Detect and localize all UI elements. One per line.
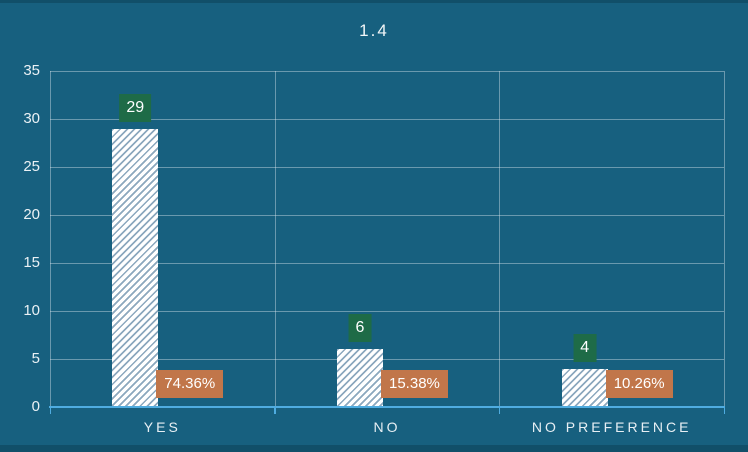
- gridline: [50, 167, 724, 168]
- gridline: [724, 71, 725, 407]
- y-axis-tick-label: 0: [31, 398, 40, 415]
- y-axis-tick-label: 15: [23, 254, 40, 271]
- x-axis-tick: [274, 408, 276, 414]
- chart-title: 1.4: [359, 21, 389, 40]
- top-border-strip: [0, 0, 748, 3]
- value-label: 29: [119, 93, 152, 122]
- x-axis-tick: [723, 408, 725, 414]
- y-axis-tick-label: 20: [23, 206, 40, 223]
- gridline: [50, 119, 724, 120]
- gridline: [50, 359, 724, 360]
- percent-label: 74.36%: [156, 370, 224, 398]
- gridline: [274, 71, 276, 407]
- bottom-border-strip: [0, 445, 748, 452]
- gridline: [50, 215, 724, 216]
- value-label: 6: [348, 314, 372, 343]
- gridline: [50, 263, 724, 264]
- x-axis-tick: [49, 408, 51, 414]
- x-axis-line: [49, 406, 725, 408]
- percent-label: 15.38%: [381, 370, 448, 398]
- gridline: [50, 311, 724, 312]
- y-axis-tick-label: 30: [23, 110, 40, 127]
- y-axis-line: [50, 71, 51, 407]
- bar-yes: [112, 128, 159, 407]
- x-axis-category-label: NO: [373, 419, 401, 435]
- bar-no: [337, 349, 383, 407]
- y-axis-tick-label: 10: [23, 302, 40, 319]
- bar-no-preference: [561, 368, 608, 407]
- gridline: [50, 71, 724, 72]
- x-axis-category-label: NO PREFERENCE: [531, 419, 692, 435]
- y-axis-tick-label: 35: [23, 62, 40, 79]
- y-axis-tick-label: 5: [31, 350, 40, 367]
- y-axis-tick-label: 25: [23, 158, 40, 175]
- x-axis-category-label: YES: [143, 419, 181, 435]
- gridline: [499, 71, 501, 407]
- percent-label: 10.26%: [605, 370, 673, 398]
- x-axis-tick: [498, 408, 501, 414]
- value-label: 4: [573, 333, 597, 362]
